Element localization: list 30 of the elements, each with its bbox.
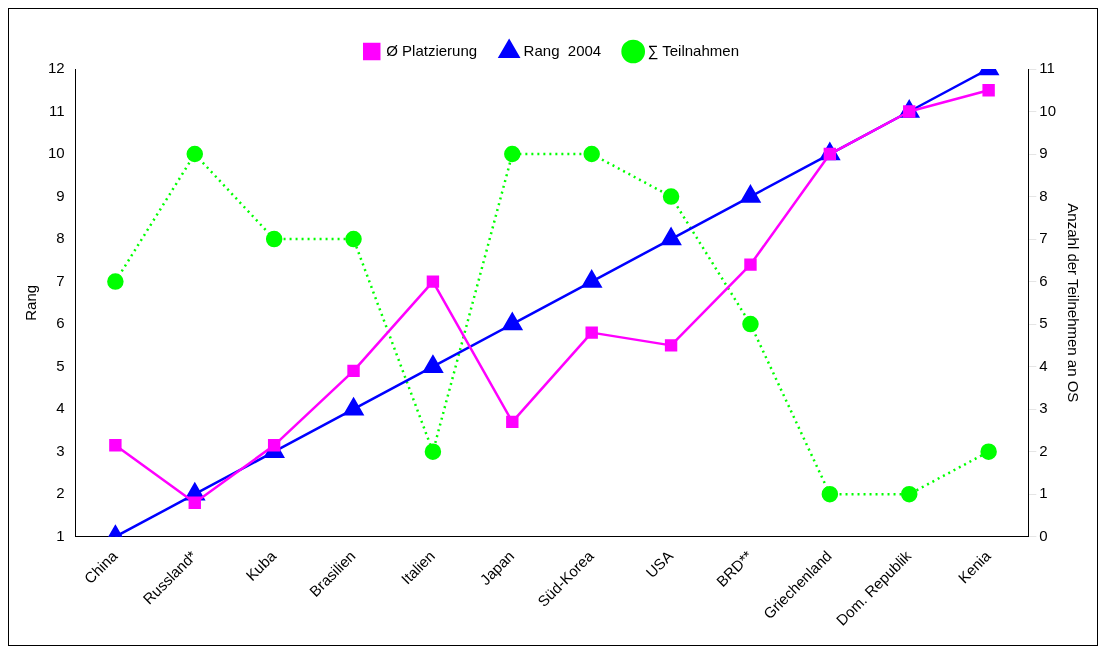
x-tick-label: USA xyxy=(642,547,677,581)
y2-tick-label: 4 xyxy=(1039,356,1048,374)
y-tick-label: 1 xyxy=(56,526,65,544)
y-tick-label: 5 xyxy=(56,356,65,374)
y2-tick-label: 0 xyxy=(1039,526,1048,544)
y2-tick-label: 5 xyxy=(1039,314,1048,332)
y2-tick-label: 9 xyxy=(1039,144,1048,162)
y-tick-label: 4 xyxy=(56,399,65,417)
y2-tick-label: 2 xyxy=(1039,441,1048,459)
y-tick-label: 2 xyxy=(56,484,65,502)
y2-tick-label: 10 xyxy=(1039,101,1056,119)
y-tick-label: 3 xyxy=(56,441,65,459)
y-axis-title: Rang xyxy=(22,284,40,321)
y2-axis-title: Anzahl der Teilnehmen an OS xyxy=(1064,203,1082,403)
y-tick-label: 9 xyxy=(56,186,65,204)
y2-tick-label: 11 xyxy=(1039,59,1055,77)
y2-tick-label: 7 xyxy=(1039,229,1048,247)
y2-tick-label: 3 xyxy=(1039,399,1048,417)
y2-tick-label: 1 xyxy=(1039,484,1048,502)
y2-tick-label: 8 xyxy=(1039,186,1048,204)
y-tick-label: 6 xyxy=(56,314,65,332)
y-tick-label: 11 xyxy=(49,101,65,119)
legend-label: Rang 2004 xyxy=(523,41,602,59)
y-tick-label: 12 xyxy=(48,59,65,77)
y-tick-label: 10 xyxy=(48,144,65,162)
y2-tick-label: 6 xyxy=(1039,271,1048,289)
legend-label: Ø Platzierung xyxy=(386,41,478,59)
y-tick-label: 7 xyxy=(56,271,65,289)
legend-label: ∑ Teilnahmen xyxy=(647,41,739,60)
y-tick-label: 8 xyxy=(56,229,65,247)
